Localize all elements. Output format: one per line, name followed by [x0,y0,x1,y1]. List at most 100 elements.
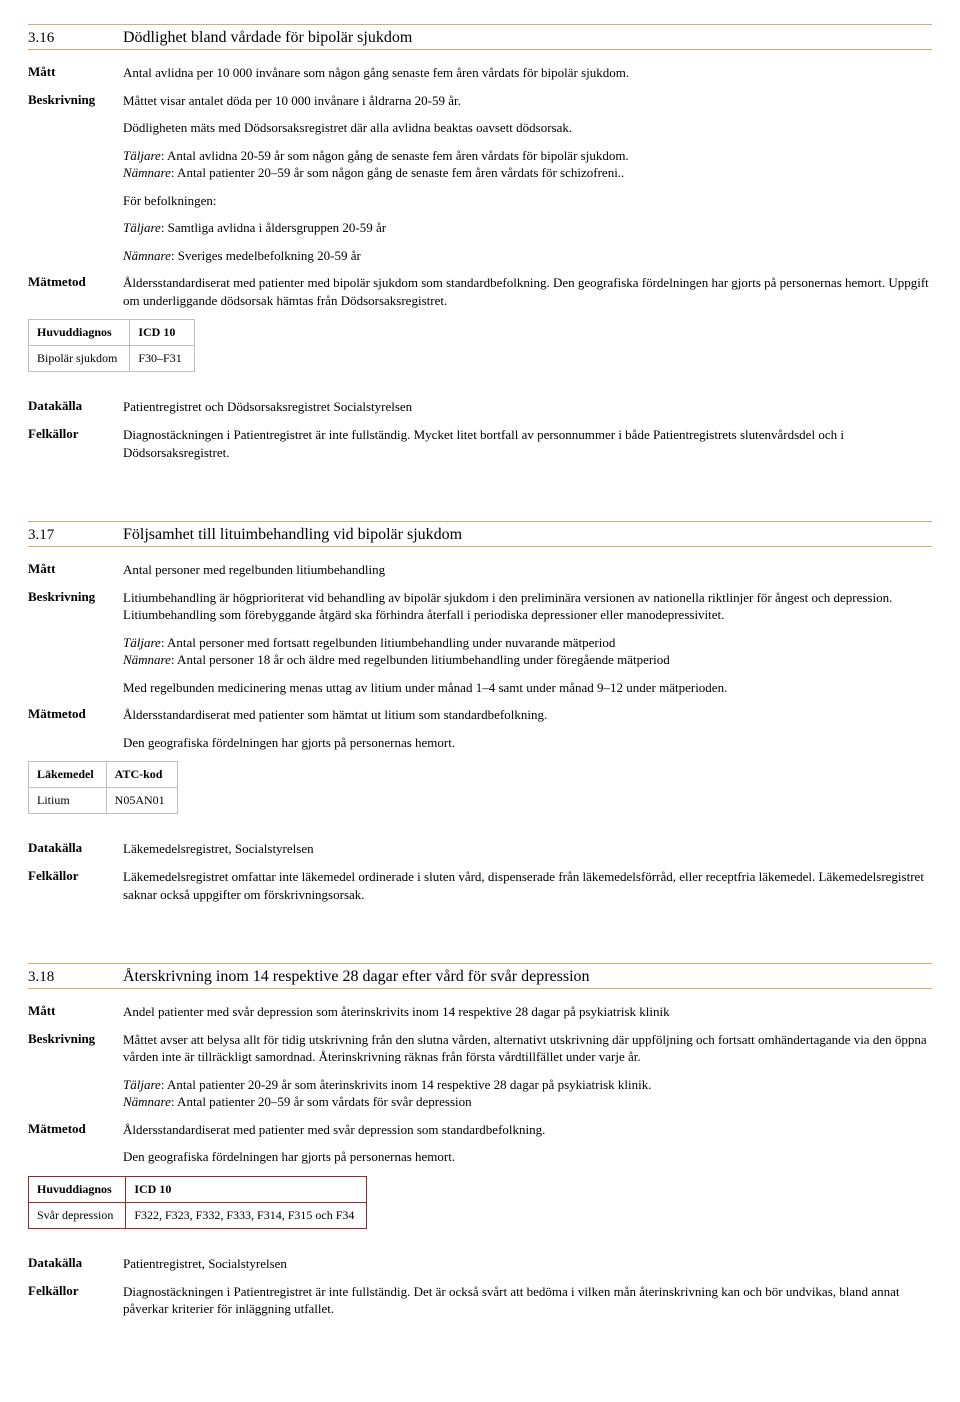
table-header-cell: Huvuddiagnos [29,1176,126,1202]
field-value: Antal personer med regelbunden litiumbeh… [123,561,932,579]
paragraph: Måttet avser att belysa allt för tidig u… [123,1031,932,1066]
paragraph: Diagnostäckningen i Patientregistret är … [123,1283,932,1318]
paragraph: Nämnare: Sveriges medelbefolkning 20-59 … [123,247,932,265]
field-label: Felkällor [28,1283,123,1318]
codes-table: HuvuddiagnosICD 10Bipolär sjukdomF30–F31 [28,319,195,372]
field-label: Mätmetod [28,706,123,751]
field-value: Patientregistret och Dödsorsaksregistret… [123,398,932,416]
table-header-cell: Huvuddiagnos [29,320,130,346]
field-row: MåttAntal personer med regelbunden litiu… [28,561,932,579]
table-header-cell: Läkemedel [29,762,107,788]
field-label: Felkällor [28,426,123,461]
paragraph: Täljare: Antal personer med fortsatt reg… [123,634,932,669]
field-row: BeskrivningMåttet avser att belysa allt … [28,1031,932,1111]
paragraph: Täljare: Samtliga avlidna i åldersgruppe… [123,219,932,237]
field-row: DatakällaPatientregistret, Socialstyrels… [28,1255,932,1273]
section-title: Återskrivning inom 14 respektive 28 daga… [123,968,590,986]
field-label: Beskrivning [28,92,123,265]
paragraph: Måttet visar antalet döda per 10 000 inv… [123,92,932,110]
field-row: MåttAntal avlidna per 10 000 invånare so… [28,64,932,82]
field-value: Andel patienter med svår depression som … [123,1003,932,1021]
field-value: Diagnostäckningen i Patientregistret är … [123,1283,932,1318]
field-label: Datakälla [28,398,123,416]
field-row: FelkällorDiagnostäckningen i Patientregi… [28,1283,932,1318]
field-value: Antal avlidna per 10 000 invånare som nå… [123,64,932,82]
table-row: Svår depressionF322, F323, F332, F333, F… [29,1202,367,1228]
table-cell: F30–F31 [130,346,194,372]
codes-table: HuvuddiagnosICD 10Svår depressionF322, F… [28,1176,367,1229]
table-row: LitiumN05AN01 [29,788,178,814]
paragraph: Diagnostäckningen i Patientregistret är … [123,426,932,461]
field-rows-secondary: DatakällaLäkemedelsregistret, Socialstyr… [28,840,932,903]
field-label: Mått [28,561,123,579]
codes-table: LäkemedelATC-kodLitiumN05AN01 [28,761,178,814]
paragraph: Patientregistret och Dödsorsaksregistret… [123,398,932,416]
section: 3.18Återskrivning inom 14 respektive 28 … [28,963,932,1317]
section-number: 3.16 [28,30,123,47]
field-value: Måttet avser att belysa allt för tidig u… [123,1031,932,1111]
paragraph: Patientregistret, Socialstyrelsen [123,1255,932,1273]
field-label: Mått [28,64,123,82]
field-row: MätmetodÅldersstandardiserat med patient… [28,706,932,751]
table-cell: Svår depression [29,1202,126,1228]
field-value: Diagnostäckningen i Patientregistret är … [123,426,932,461]
field-label: Beskrivning [28,1031,123,1111]
paragraph: Med regelbunden medicinering menas uttag… [123,679,932,697]
field-label: Mätmetod [28,274,123,309]
table-cell: F322, F323, F332, F333, F314, F315 och F… [126,1202,367,1228]
field-rows-secondary: DatakällaPatientregistret och Dödsorsaks… [28,398,932,461]
paragraph: Den geografiska fördelningen har gjorts … [123,1148,932,1166]
field-rows-secondary: DatakällaPatientregistret, Socialstyrels… [28,1255,932,1318]
field-row: MåttAndel patienter med svår depression … [28,1003,932,1021]
paragraph: Läkemedelsregistret omfattar inte läkeme… [123,868,932,903]
field-value: Åldersstandardiserat med patienter som h… [123,706,932,751]
table-cell: Litium [29,788,107,814]
paragraph: Antal personer med regelbunden litiumbeh… [123,561,932,579]
field-value: Läkemedelsregistret omfattar inte läkeme… [123,868,932,903]
paragraph: Den geografiska fördelningen har gjorts … [123,734,932,752]
field-rows-primary: MåttAntal personer med regelbunden litiu… [28,561,932,751]
field-label: Datakälla [28,1255,123,1273]
document-root: 3.16Dödlighet bland vårdade för bipolär … [28,24,932,1318]
field-value: Litiumbehandling är högprioriterat vid b… [123,589,932,697]
section-heading: 3.17Följsamhet till lituimbehandling vid… [28,521,932,547]
field-row: DatakällaLäkemedelsregistret, Socialstyr… [28,840,932,858]
field-value: Läkemedelsregistret, Socialstyrelsen [123,840,932,858]
paragraph: Litiumbehandling är högprioriterat vid b… [123,589,932,624]
paragraph: Andel patienter med svår depression som … [123,1003,932,1021]
field-rows-primary: MåttAntal avlidna per 10 000 invånare so… [28,64,932,309]
field-row: BeskrivningLitiumbehandling är högpriori… [28,589,932,697]
field-row: BeskrivningMåttet visar antalet döda per… [28,92,932,265]
table-cell: N05AN01 [106,788,177,814]
paragraph: Dödligheten mäts med Dödsorsaksregistret… [123,119,932,137]
table-header-cell: ATC-kod [106,762,177,788]
paragraph: Antal avlidna per 10 000 invånare som nå… [123,64,932,82]
paragraph: För befolkningen: [123,192,932,210]
table-header-cell: ICD 10 [126,1176,367,1202]
table-row: Bipolär sjukdomF30–F31 [29,346,195,372]
field-row: MätmetodÅldersstandardiserat med patient… [28,1121,932,1166]
paragraph: Åldersstandardiserat med patienter som h… [123,706,932,724]
section-title: Dödlighet bland vårdade för bipolär sjuk… [123,29,412,47]
field-value: Patientregistret, Socialstyrelsen [123,1255,932,1273]
table-header-cell: ICD 10 [130,320,194,346]
paragraph: Åldersstandardiserat med patienter med b… [123,274,932,309]
field-row: FelkällorLäkemedelsregistret omfattar in… [28,868,932,903]
field-value: Åldersstandardiserat med patienter med b… [123,274,932,309]
field-label: Mått [28,1003,123,1021]
section-title: Följsamhet till lituimbehandling vid bip… [123,526,462,544]
field-label: Felkällor [28,868,123,903]
field-value: Måttet visar antalet döda per 10 000 inv… [123,92,932,265]
field-label: Datakälla [28,840,123,858]
field-row: MätmetodÅldersstandardiserat med patient… [28,274,932,309]
section-heading: 3.16Dödlighet bland vårdade för bipolär … [28,24,932,50]
table-cell: Bipolär sjukdom [29,346,130,372]
field-row: DatakällaPatientregistret och Dödsorsaks… [28,398,932,416]
field-rows-primary: MåttAndel patienter med svår depression … [28,1003,932,1166]
paragraph: Läkemedelsregistret, Socialstyrelsen [123,840,932,858]
paragraph: Täljare: Antal avlidna 20-59 år som någo… [123,147,932,182]
field-label: Beskrivning [28,589,123,697]
section-heading: 3.18Återskrivning inom 14 respektive 28 … [28,963,932,989]
section: 3.17Följsamhet till lituimbehandling vid… [28,521,932,903]
section-number: 3.18 [28,969,123,986]
